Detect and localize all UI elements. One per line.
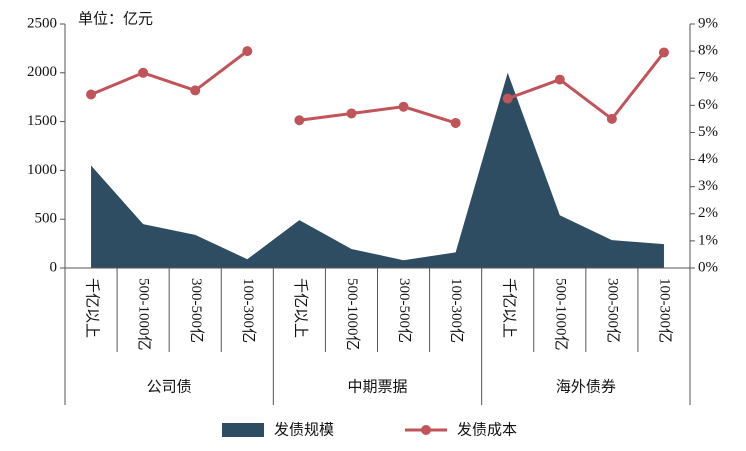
point <box>346 108 357 119</box>
point <box>554 74 565 85</box>
x-tick-label: 100-300亿 <box>240 278 257 343</box>
y-tick-label: 2500 <box>27 15 57 31</box>
point <box>450 117 461 128</box>
y2-tick-label: 1% <box>698 232 718 248</box>
group-label: 海外债券 <box>556 378 616 395</box>
area <box>91 72 664 268</box>
point <box>242 46 253 57</box>
legend-label: 发债成本 <box>457 421 517 438</box>
point <box>190 85 201 96</box>
y2-tick-label: 9% <box>698 15 718 31</box>
x-tick-label: 500-1000亿 <box>344 278 361 351</box>
x-tick-label: 100-300亿 <box>657 278 674 343</box>
y-tick-label: 1000 <box>27 162 57 178</box>
x-tick-label: 500-1000亿 <box>552 278 569 351</box>
unit-annotation: 单位：亿元 <box>78 10 153 27</box>
legend-label: 发债规模 <box>274 421 334 438</box>
y2-tick-label: 6% <box>698 97 718 113</box>
y-tick-label: 500 <box>35 211 58 227</box>
y2-tick-label: 3% <box>698 178 718 194</box>
line <box>507 51 666 121</box>
x-tick-label: 千亿以上 <box>84 278 101 338</box>
point <box>502 93 513 104</box>
y-tick-label: 1500 <box>27 113 57 129</box>
y-tick-label: 0 <box>50 259 58 275</box>
point <box>86 89 97 100</box>
y2-tick-label: 8% <box>698 43 718 59</box>
point <box>294 115 305 126</box>
y2-tick-label: 2% <box>698 205 718 221</box>
x-tick-label: 千亿以上 <box>500 278 517 338</box>
x-tick-label: 300-500亿 <box>188 278 205 343</box>
point <box>398 101 409 112</box>
legend-swatch <box>222 423 264 437</box>
point <box>138 67 149 78</box>
line <box>299 105 457 125</box>
group-label: 中期票据 <box>347 378 407 395</box>
legend-swatch <box>421 425 431 435</box>
y-tick-label: 2000 <box>27 64 57 80</box>
y2-tick-label: 4% <box>698 151 718 167</box>
x-tick-label: 300-500亿 <box>396 278 413 343</box>
x-tick-label: 100-300亿 <box>448 278 465 343</box>
line <box>90 49 249 96</box>
y2-tick-label: 7% <box>698 70 718 86</box>
point <box>658 47 669 58</box>
y2-tick-label: 5% <box>698 124 718 140</box>
x-tick-label: 300-500亿 <box>604 278 621 343</box>
y2-tick-label: 0% <box>698 259 718 275</box>
x-tick-label: 500-1000亿 <box>136 278 153 351</box>
point <box>606 113 617 124</box>
x-tick-label: 千亿以上 <box>292 278 309 338</box>
group-label: 公司债 <box>147 378 192 395</box>
